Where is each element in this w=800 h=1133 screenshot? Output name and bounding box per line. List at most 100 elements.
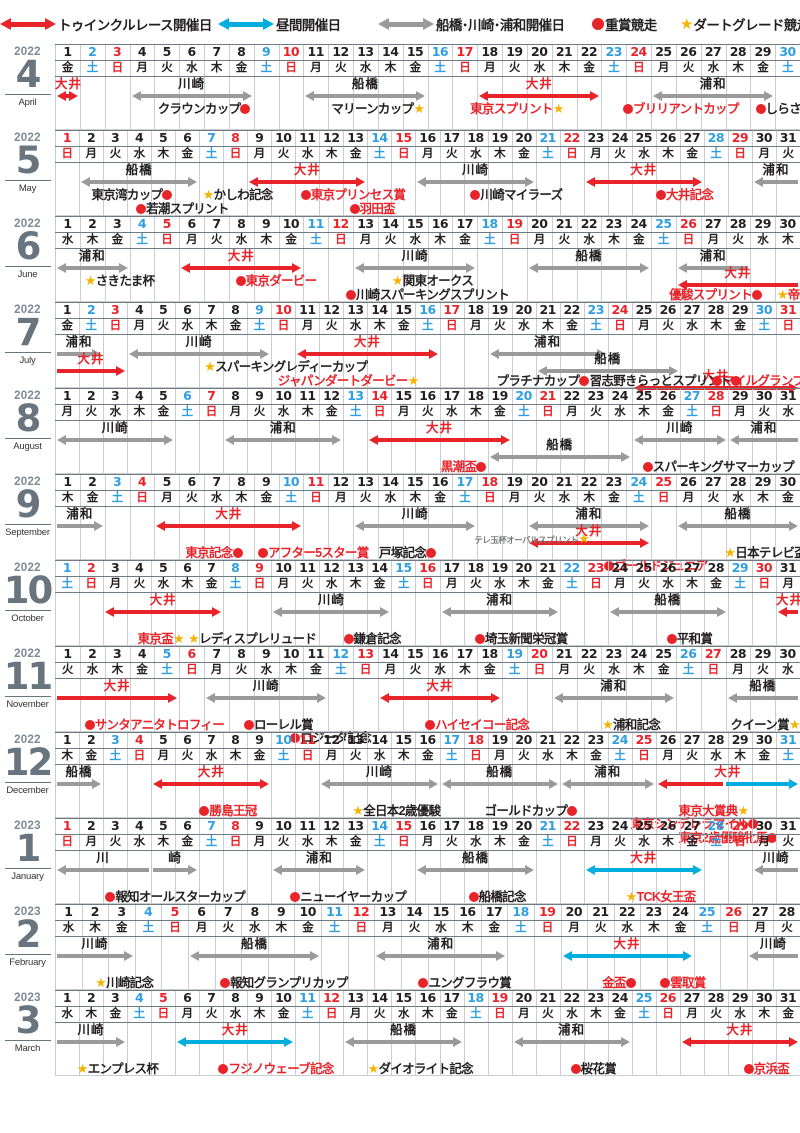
day-number[interactable]: 3 xyxy=(110,732,120,747)
day-number[interactable]: 21 xyxy=(555,474,573,489)
day-number[interactable]: 16 xyxy=(431,216,449,231)
race-name-label[interactable]: 戸塚記念 xyxy=(298,546,518,560)
day-number[interactable]: 2 xyxy=(86,302,96,317)
day-number[interactable]: 1 xyxy=(64,904,73,919)
day-number[interactable]: 24 xyxy=(672,904,689,919)
day-number[interactable]: 6 xyxy=(183,560,192,575)
day-number[interactable]: 8 xyxy=(231,130,240,145)
day-number[interactable]: 5 xyxy=(162,216,172,231)
day-number[interactable]: 14 xyxy=(371,130,388,145)
day-number[interactable]: 26 xyxy=(659,818,677,833)
day-number[interactable]: 9 xyxy=(261,474,271,489)
race-name-label[interactable]: ロジータ記念 xyxy=(221,731,441,745)
day-number[interactable]: 8 xyxy=(231,388,240,403)
day-number[interactable]: 14 xyxy=(371,388,388,403)
day-number[interactable]: 29 xyxy=(731,130,749,145)
day-number[interactable]: 24 xyxy=(611,732,629,747)
day-number[interactable]: 14 xyxy=(382,44,399,59)
race-name-label[interactable]: ブリリアントカップ xyxy=(571,102,791,116)
day-number[interactable]: 29 xyxy=(754,216,772,231)
race-name-label[interactable]: ★浦和記念 xyxy=(602,716,661,732)
race-name-label[interactable]: アフター5スター賞 xyxy=(203,546,423,560)
day-number[interactable]: 31 xyxy=(779,732,797,747)
day-number[interactable]: 9 xyxy=(255,130,264,145)
day-number[interactable]: 26 xyxy=(680,646,697,661)
day-number[interactable]: 25 xyxy=(635,990,653,1005)
day-number[interactable]: 7 xyxy=(212,474,221,489)
day-number[interactable]: 26 xyxy=(659,560,677,575)
day-number[interactable]: 2 xyxy=(86,130,96,145)
day-number[interactable]: 12 xyxy=(323,560,340,575)
day-number[interactable]: 10 xyxy=(282,474,300,489)
day-number[interactable]: 23 xyxy=(605,474,623,489)
race-name-label[interactable]: ★帝王賞 xyxy=(776,286,800,302)
day-number[interactable]: 9 xyxy=(261,216,271,231)
day-number[interactable]: 30 xyxy=(779,44,796,59)
race-name-label[interactable]: しらさぎ賞 xyxy=(680,102,800,116)
day-number[interactable]: 29 xyxy=(731,560,749,575)
race-name-label[interactable]: 東京シンデレラマイル xyxy=(584,817,800,831)
race-name-label[interactable]: ★日本テレビ盃 xyxy=(724,544,800,560)
race-name-label[interactable]: 埼玉新聞栄冠賞 xyxy=(411,632,631,646)
day-number[interactable]: 21 xyxy=(539,990,556,1005)
day-number[interactable]: 3 xyxy=(110,560,120,575)
day-number[interactable]: 22 xyxy=(580,216,598,231)
day-number[interactable]: 17 xyxy=(456,474,474,489)
day-number[interactable]: 5 xyxy=(159,388,168,403)
day-number[interactable]: 23 xyxy=(605,216,623,231)
day-number[interactable]: 13 xyxy=(379,904,396,919)
race-name-label[interactable]: クラウンカップ xyxy=(94,102,314,116)
day-number[interactable]: 28 xyxy=(707,302,725,317)
day-number[interactable]: 16 xyxy=(419,130,436,145)
day-number[interactable]: 22 xyxy=(563,560,580,575)
day-number[interactable]: 11 xyxy=(299,302,316,317)
day-number[interactable]: 10 xyxy=(275,818,292,833)
day-number[interactable]: 7 xyxy=(207,302,216,317)
day-number[interactable]: 26 xyxy=(680,44,697,59)
day-number[interactable]: 12 xyxy=(323,302,340,317)
day-number[interactable]: 16 xyxy=(419,560,436,575)
day-number[interactable]: 10 xyxy=(275,302,292,317)
day-number[interactable]: 24 xyxy=(611,302,629,317)
race-name-label[interactable]: テレ玉杯オーバルスプリント★ xyxy=(474,531,590,546)
day-number[interactable]: 18 xyxy=(467,990,484,1005)
day-number[interactable]: 8 xyxy=(237,44,246,59)
day-number[interactable]: 30 xyxy=(779,216,796,231)
day-number[interactable]: 11 xyxy=(299,560,316,575)
day-number[interactable]: 6 xyxy=(183,818,192,833)
day-number[interactable]: 14 xyxy=(382,474,399,489)
race-name-label[interactable]: 若潮スプリント xyxy=(72,202,292,216)
day-number[interactable]: 1 xyxy=(63,646,72,661)
race-name-label[interactable]: 平和賞 xyxy=(579,632,799,646)
day-number[interactable]: 5 xyxy=(162,44,172,59)
day-number[interactable]: 28 xyxy=(729,646,747,661)
day-number[interactable]: 26 xyxy=(659,130,677,145)
race-name-label[interactable]: 雲取賞 xyxy=(573,976,793,990)
day-number[interactable]: 20 xyxy=(515,818,532,833)
day-number[interactable]: 2 xyxy=(86,388,96,403)
day-number[interactable]: 30 xyxy=(779,646,796,661)
day-number[interactable]: 26 xyxy=(659,302,677,317)
race-name-label[interactable]: ★全日本2歳優駿 xyxy=(352,802,441,818)
day-number[interactable]: 8 xyxy=(231,990,240,1005)
day-number[interactable]: 3 xyxy=(110,130,120,145)
day-number[interactable]: 18 xyxy=(467,560,484,575)
day-number[interactable]: 3 xyxy=(112,44,122,59)
day-number[interactable]: 25 xyxy=(635,732,653,747)
day-number[interactable]: 15 xyxy=(395,130,412,145)
day-number[interactable]: 9 xyxy=(255,560,264,575)
day-number[interactable]: 20 xyxy=(531,216,548,231)
day-number[interactable]: 5 xyxy=(162,646,172,661)
day-number[interactable]: 15 xyxy=(395,302,412,317)
day-number[interactable]: 28 xyxy=(729,474,747,489)
day-number[interactable]: 25 xyxy=(655,474,672,489)
day-number[interactable]: 22 xyxy=(580,474,598,489)
day-number[interactable]: 15 xyxy=(432,904,450,919)
day-number[interactable]: 22 xyxy=(563,818,580,833)
day-number[interactable]: 7 xyxy=(207,130,216,145)
day-number[interactable]: 20 xyxy=(515,560,532,575)
day-number[interactable]: 6 xyxy=(187,474,196,489)
day-number[interactable]: 15 xyxy=(395,732,412,747)
day-number[interactable]: 28 xyxy=(707,990,725,1005)
day-number[interactable]: 5 xyxy=(159,818,168,833)
